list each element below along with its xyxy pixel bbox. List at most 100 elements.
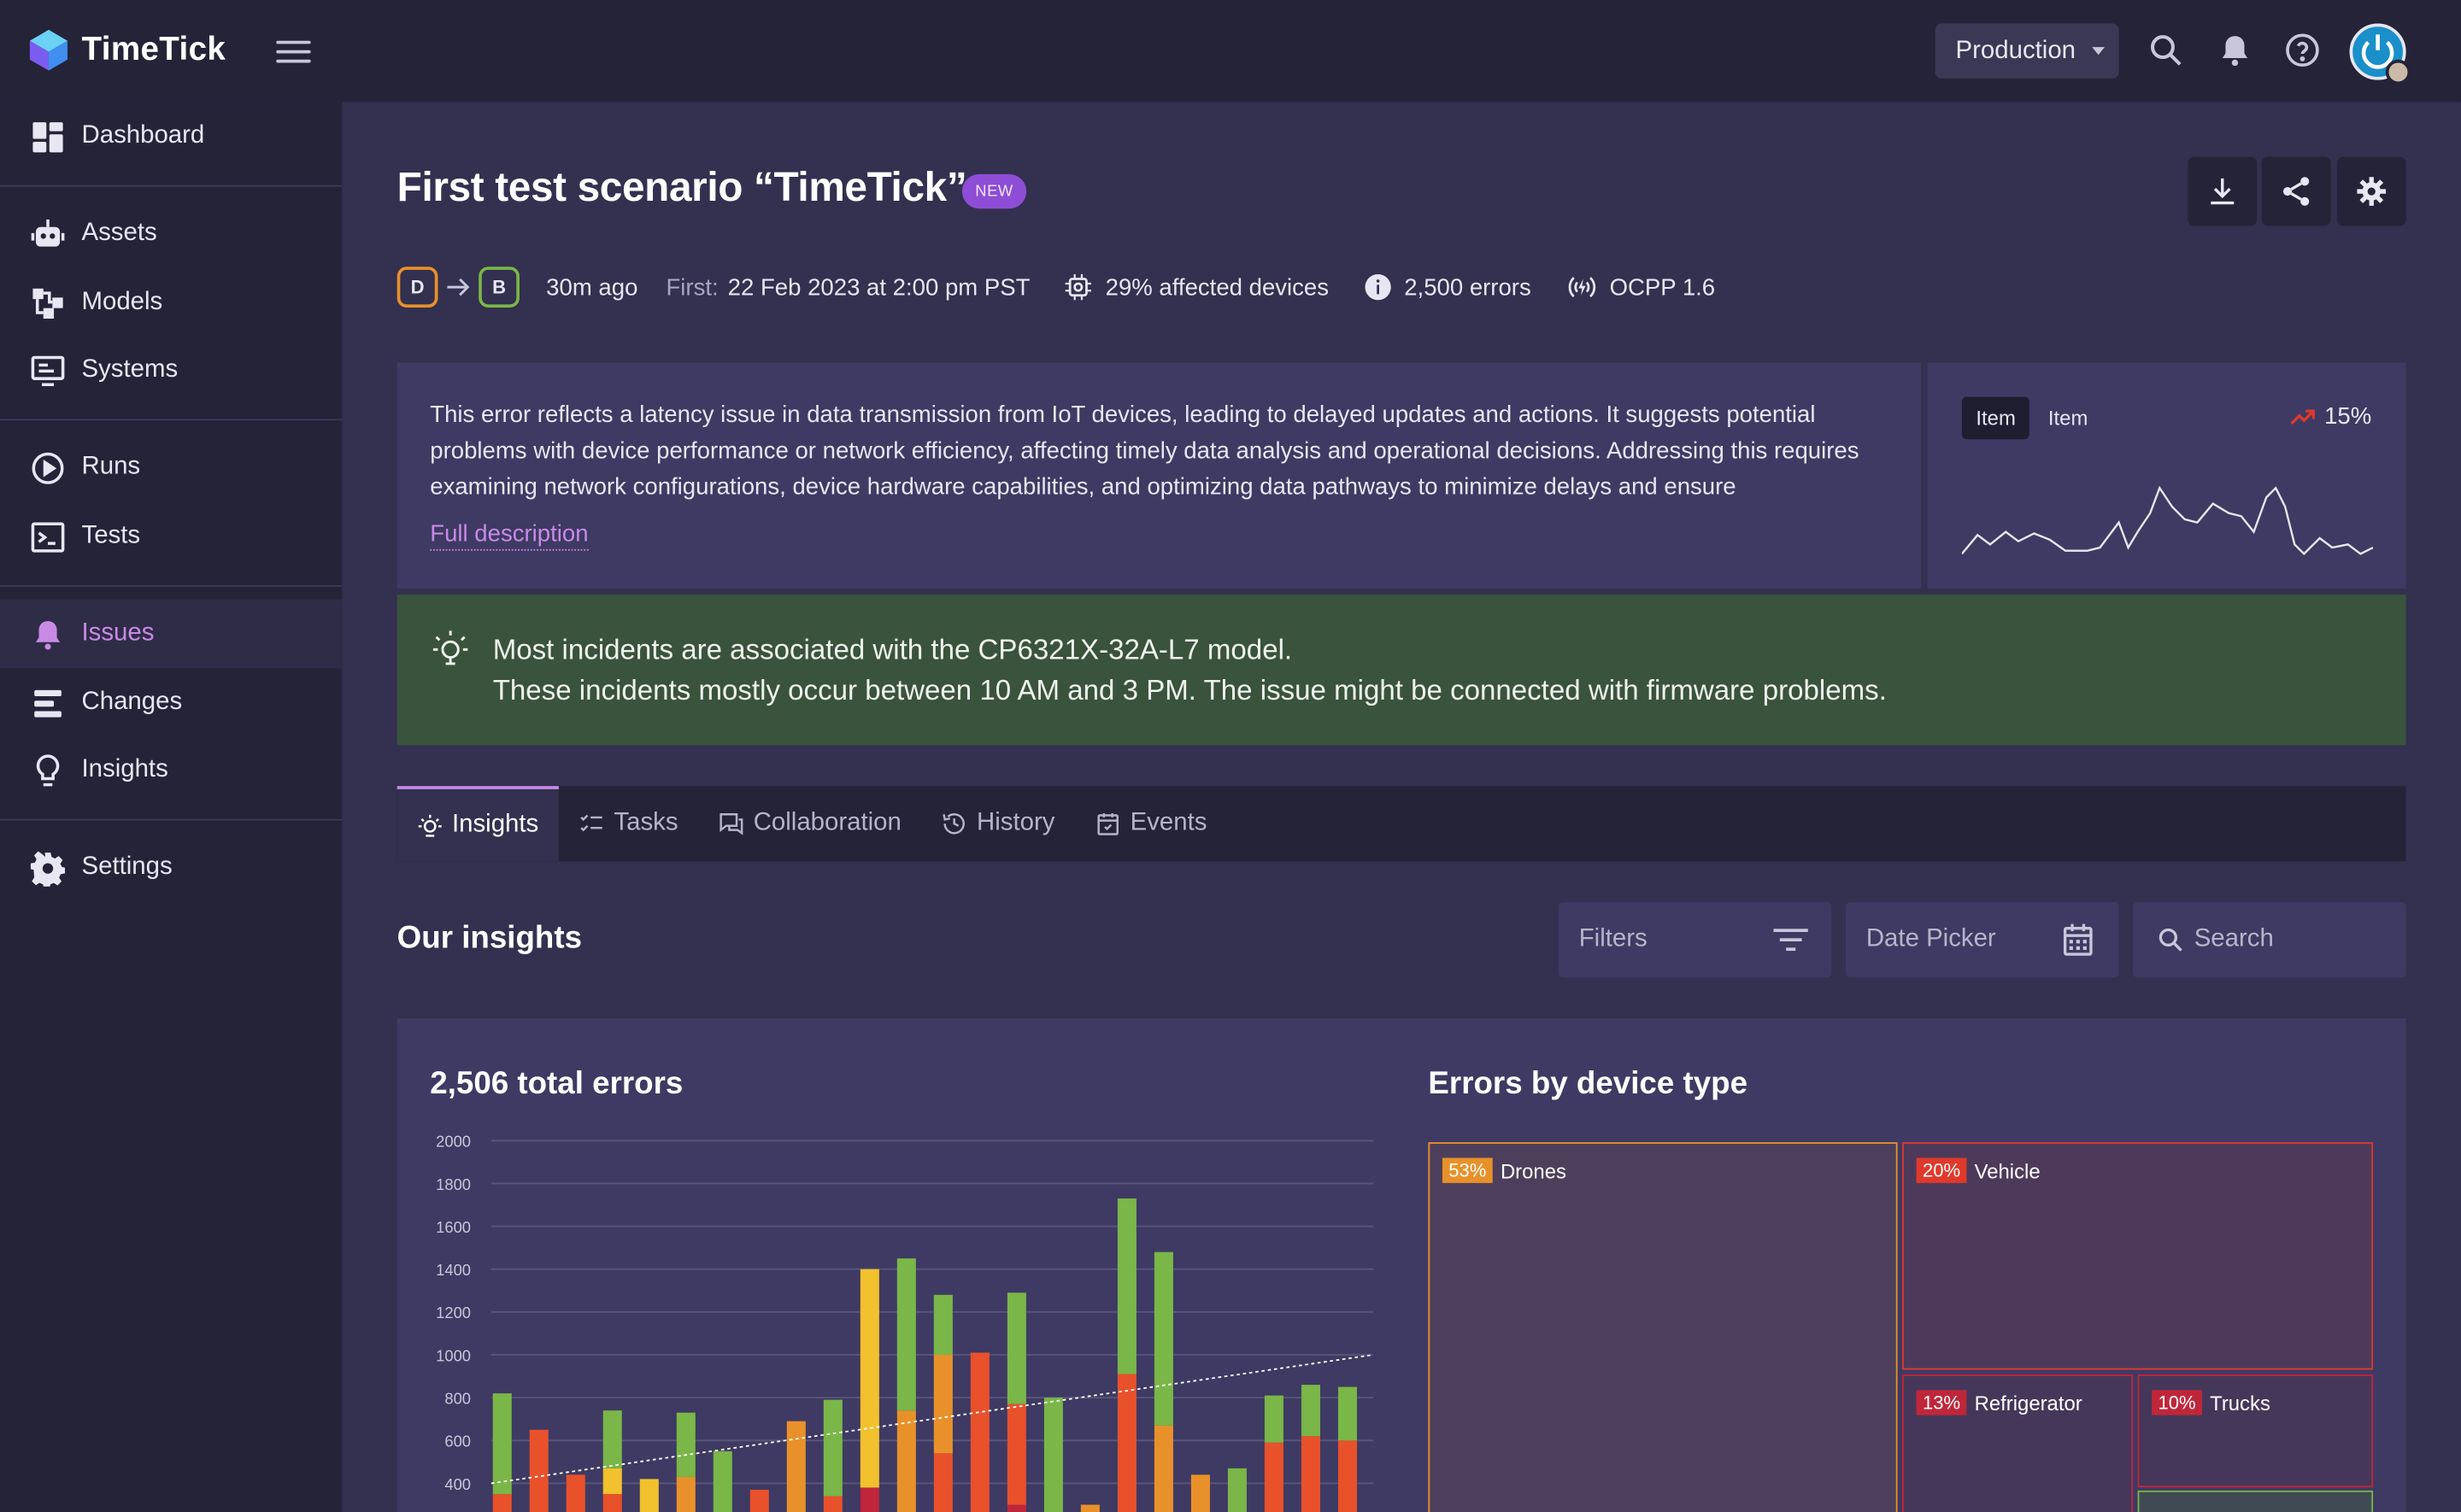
bar-segment[interactable]	[676, 1412, 696, 1477]
sidebar-item-changes[interactable]: Changes	[0, 668, 342, 737]
bar-segment[interactable]	[933, 1354, 953, 1454]
sidebar-item-issues[interactable]: Issues	[0, 599, 343, 669]
bar-segment[interactable]	[1337, 1386, 1357, 1441]
bar-segment[interactable]	[676, 1476, 696, 1512]
treemap-cell-drones[interactable]: 53% Drones	[1428, 1142, 1898, 1512]
environment-select[interactable]: Production	[1935, 23, 2119, 79]
filters-dropdown[interactable]: Filters	[1558, 902, 1832, 978]
bar-segment[interactable]	[896, 1258, 916, 1411]
bar-segment[interactable]	[1043, 1398, 1063, 1512]
logo-cube-icon	[29, 29, 68, 71]
treemap-cell-other[interactable]	[2137, 1490, 2374, 1512]
bar-segment[interactable]	[492, 1493, 512, 1512]
bar-segment[interactable]	[933, 1453, 953, 1512]
treemap-pct: 13%	[1916, 1390, 1967, 1415]
bar-segment[interactable]	[1154, 1425, 1173, 1512]
bar-segment[interactable]	[1117, 1374, 1137, 1512]
bar-segment[interactable]	[970, 1352, 990, 1512]
bar-segment[interactable]	[492, 1393, 512, 1494]
error-count: 2,500 errors	[1404, 273, 1531, 301]
bar-segment[interactable]	[1007, 1404, 1026, 1505]
calendar-icon	[1097, 813, 1119, 835]
tab-events[interactable]: Events	[1075, 786, 1227, 861]
bar-segment[interactable]	[1301, 1436, 1320, 1512]
trend-value: 15%	[2324, 403, 2372, 431]
bar-segment[interactable]	[602, 1410, 622, 1468]
share-button[interactable]	[2261, 156, 2331, 226]
bar-segment[interactable]	[860, 1487, 879, 1512]
tab-history[interactable]: History	[922, 786, 1076, 861]
bar-segment[interactable]	[749, 1489, 769, 1512]
sidebar-item-label: Issues	[81, 619, 155, 647]
tab-collaboration[interactable]: Collaboration	[698, 786, 921, 861]
bar-segment[interactable]	[713, 1450, 732, 1512]
bar-segment[interactable]	[823, 1399, 843, 1497]
trend-tab-item-2[interactable]: Item	[2047, 406, 2088, 431]
bar-segment[interactable]	[860, 1269, 879, 1488]
tab-label: Events	[1130, 809, 1207, 836]
section-title: Our insights	[396, 921, 583, 956]
bar-segment[interactable]	[1301, 1385, 1320, 1437]
treemap-cell-refrigerator[interactable]: 13% Refrigerator	[1902, 1374, 2134, 1512]
bar-segment[interactable]	[1227, 1468, 1247, 1512]
tab-label: Collaboration	[753, 809, 902, 836]
tab-insights[interactable]: Insights	[396, 786, 560, 862]
bar-segment[interactable]	[639, 1479, 659, 1512]
bar-segment[interactable]	[1007, 1504, 1026, 1512]
bar-segment[interactable]	[602, 1468, 622, 1494]
issue-tabs: Insights Tasks Collaboration History Eve…	[396, 786, 2406, 862]
dashboard-icon	[32, 121, 63, 152]
sidebar-item-settings[interactable]: Settings	[0, 833, 342, 902]
user-avatar[interactable]	[2349, 23, 2411, 85]
bar-segment[interactable]	[1264, 1395, 1283, 1443]
bar-segment[interactable]	[786, 1421, 806, 1512]
sidebar-item-label: Dashboard	[81, 122, 205, 149]
affected-devices: 29% affected devices	[1105, 273, 1330, 301]
sidebar-item-systems[interactable]: Systems	[0, 336, 342, 405]
bar-segment[interactable]	[1007, 1292, 1026, 1404]
bar-segment[interactable]	[529, 1429, 549, 1512]
sidebar-item-assets[interactable]: Assets	[0, 199, 342, 268]
sidebar-item-runs[interactable]: Runs	[0, 433, 342, 502]
search-input[interactable]: Search	[2133, 902, 2406, 978]
full-description-link[interactable]: Full description	[430, 521, 589, 551]
date-picker[interactable]: Date Picker	[1845, 902, 2119, 978]
sidebar-item-insights[interactable]: Insights	[0, 735, 342, 805]
bar-segment[interactable]	[1154, 1251, 1173, 1426]
bar-segment[interactable]	[1080, 1504, 1100, 1512]
bar-segment[interactable]	[1117, 1198, 1137, 1374]
trend-tab-item-1[interactable]: Item	[1961, 396, 2030, 440]
device-type-chart-title: Errors by device type	[1428, 1066, 1748, 1102]
tab-tasks[interactable]: Tasks	[559, 786, 698, 861]
bar-segment[interactable]	[1337, 1440, 1357, 1512]
treemap-cell-trucks[interactable]: 10% Trucks	[2137, 1374, 2374, 1488]
bar-segment[interactable]	[566, 1474, 585, 1512]
y-tick-label: 2000	[436, 1133, 471, 1151]
bar-segment[interactable]	[933, 1294, 953, 1355]
checklist-icon	[580, 814, 602, 832]
sidebar-item-dashboard[interactable]: Dashboard	[0, 102, 342, 171]
bar-segment[interactable]	[602, 1493, 622, 1512]
sidebar-item-models[interactable]: Models	[0, 268, 342, 337]
search-icon[interactable]	[2147, 32, 2185, 69]
bar-segment[interactable]	[1190, 1474, 1210, 1512]
menu-icon[interactable]	[276, 34, 311, 66]
bar-segment[interactable]	[896, 1410, 916, 1512]
target-chip: B	[479, 267, 520, 308]
bar-segment[interactable]	[823, 1496, 843, 1512]
robot-icon	[31, 219, 65, 246]
sidebar-item-tests[interactable]: Tests	[0, 502, 342, 571]
tab-label: Insights	[451, 811, 539, 838]
treemap-cell-vehicle[interactable]: 20% Vehicle	[1902, 1142, 2374, 1370]
insight-callout: Most incidents are associated with the C…	[396, 595, 2406, 746]
treemap-pct: 20%	[1916, 1157, 1967, 1183]
bar-segment[interactable]	[1264, 1442, 1283, 1512]
page-title: First test scenario “TimeTick”	[396, 163, 967, 211]
bell-icon[interactable]	[2216, 32, 2253, 69]
app-logo[interactable]: TimeTick	[28, 28, 226, 72]
help-icon[interactable]	[2283, 32, 2321, 69]
sidebar-item-label: Insights	[81, 756, 168, 783]
download-button[interactable]	[2188, 156, 2258, 226]
settings-button[interactable]	[2336, 156, 2406, 226]
issue-meta: D B 30m ago First: 22 Feb 2023 at 2:00 p…	[396, 267, 1715, 308]
